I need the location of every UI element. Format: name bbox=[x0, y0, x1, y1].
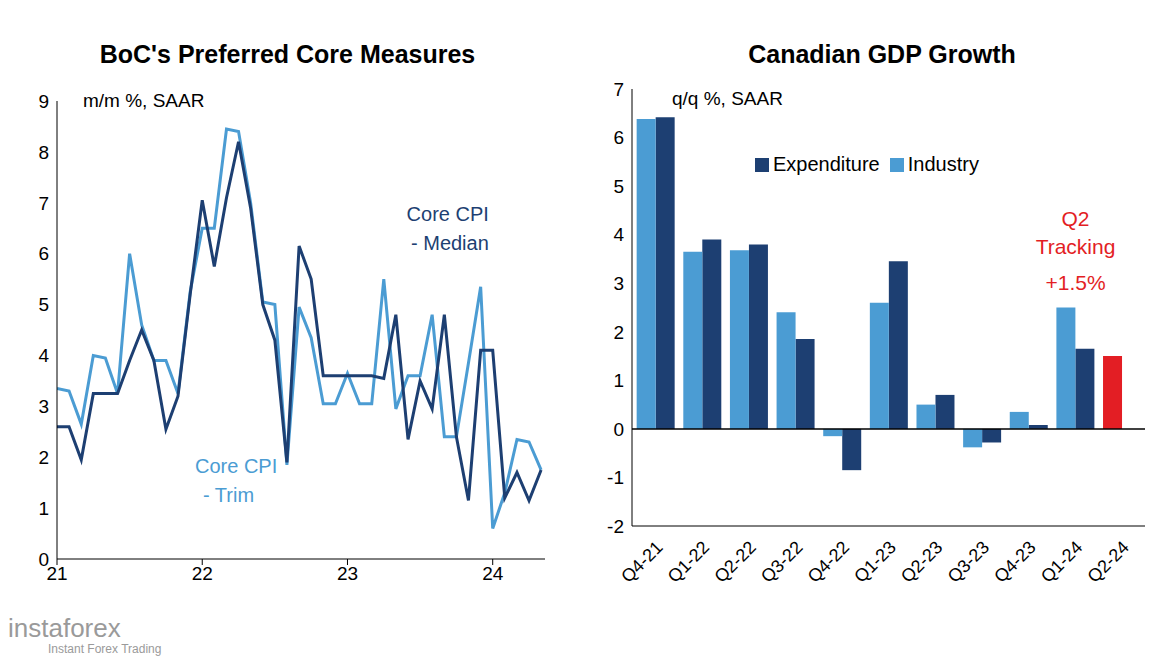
svg-text:5: 5 bbox=[38, 294, 49, 315]
html-text:BoC's Preferred Core Measures: BoC's Preferred Core Measures bbox=[99, 40, 476, 68]
svg-text:22: 22 bbox=[192, 563, 213, 584]
svg-text:Q2-24: Q2-24 bbox=[1083, 537, 1133, 587]
svg-text:2: 2 bbox=[38, 447, 49, 468]
svg-text:7: 7 bbox=[38, 193, 49, 214]
svg-text:Q3-22: Q3-22 bbox=[757, 537, 807, 587]
svg-text:Q4-22: Q4-22 bbox=[804, 537, 854, 587]
svg-text:6: 6 bbox=[38, 243, 49, 264]
svg-text:24: 24 bbox=[482, 563, 504, 584]
svg-text:21: 21 bbox=[46, 563, 67, 584]
svg-text:2: 2 bbox=[613, 322, 624, 343]
svg-text:-2: -2 bbox=[607, 516, 624, 537]
svg-text:5: 5 bbox=[613, 176, 624, 197]
svg-text:6: 6 bbox=[613, 127, 624, 148]
svg-text:23: 23 bbox=[337, 563, 358, 584]
svg-text:9: 9 bbox=[38, 91, 49, 112]
html-text:Canadian GDP Growth: Canadian GDP Growth bbox=[748, 40, 1016, 68]
html-text:Expenditure: Expenditure bbox=[773, 153, 880, 175]
html-text:Industry: Industry bbox=[907, 153, 979, 175]
html-text:Core CPI: Core CPI bbox=[406, 203, 489, 225]
svg-text:Q2-23: Q2-23 bbox=[897, 537, 947, 587]
html-text:m/m %, SAAR: m/m %, SAAR bbox=[83, 90, 205, 111]
svg-text:Q4-23: Q4-23 bbox=[990, 537, 1040, 587]
svg-text:7: 7 bbox=[613, 79, 624, 100]
svg-text:1: 1 bbox=[38, 498, 49, 519]
svg-text:1: 1 bbox=[613, 370, 624, 391]
svg-text:+1.5%: +1.5% bbox=[1045, 271, 1105, 294]
svg-text:Q1-22: Q1-22 bbox=[664, 537, 714, 587]
svg-text:Q2-22: Q2-22 bbox=[710, 537, 760, 587]
svg-text:3: 3 bbox=[613, 273, 624, 294]
svg-text:0: 0 bbox=[38, 549, 49, 570]
html-text:q/q %, SAAR: q/q %, SAAR bbox=[672, 88, 783, 109]
html-text:- Median: - Median bbox=[411, 232, 489, 254]
svg-text:3: 3 bbox=[38, 396, 49, 417]
svg-text:4: 4 bbox=[613, 224, 624, 245]
svg-text:0: 0 bbox=[613, 419, 624, 440]
svg-text:Q1-23: Q1-23 bbox=[850, 537, 900, 587]
svg-text:4: 4 bbox=[38, 345, 49, 366]
svg-text:8: 8 bbox=[38, 142, 49, 163]
html-text:instaforex: instaforex bbox=[8, 613, 121, 643]
svg-text:Q4-21: Q4-21 bbox=[617, 537, 667, 587]
svg-text:Q3-23: Q3-23 bbox=[944, 537, 994, 587]
html-text:Instant Forex Trading: Instant Forex Trading bbox=[48, 642, 162, 656]
html-text:- Trim: - Trim bbox=[203, 484, 255, 506]
svg-text:Q2: Q2 bbox=[1062, 207, 1090, 230]
svg-text:-1: -1 bbox=[607, 467, 624, 488]
svg-text:Tracking: Tracking bbox=[1036, 235, 1116, 258]
html-text:Core CPI: Core CPI bbox=[195, 455, 278, 477]
svg-text:Q1-24: Q1-24 bbox=[1037, 537, 1087, 587]
